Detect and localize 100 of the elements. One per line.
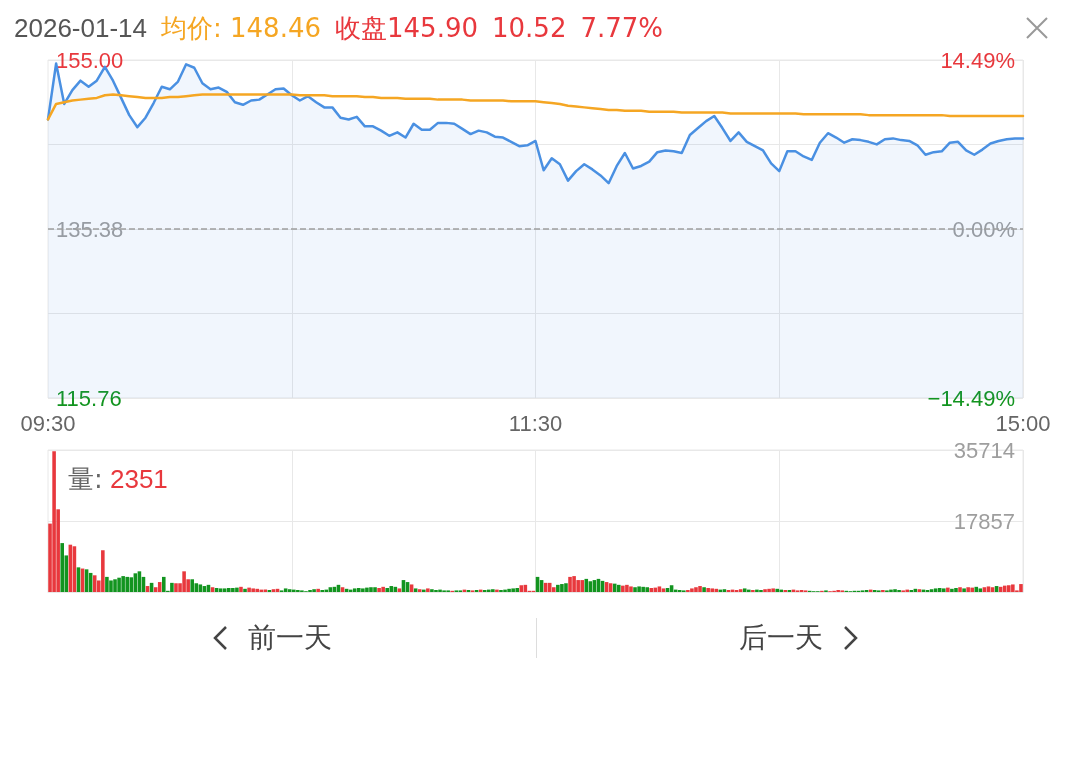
bar <box>117 577 121 592</box>
text: 后一天 <box>739 620 824 656</box>
bar <box>929 589 934 592</box>
bar <box>194 583 199 592</box>
bar <box>255 588 260 592</box>
bar <box>365 587 369 592</box>
bar <box>958 587 962 592</box>
bar <box>633 587 637 592</box>
bar <box>92 575 97 592</box>
bar <box>966 587 970 592</box>
bar <box>612 583 617 592</box>
bar <box>641 586 645 592</box>
bar <box>218 588 223 592</box>
bar <box>385 588 390 592</box>
bar <box>226 588 231 592</box>
bar <box>637 586 641 592</box>
bar <box>157 582 162 592</box>
bar <box>970 587 975 592</box>
bar <box>413 588 418 592</box>
bar <box>763 589 767 592</box>
bar <box>584 578 589 592</box>
y-tick-label: 17857 <box>953 508 1015 534</box>
bar <box>986 586 991 592</box>
bar <box>113 579 117 592</box>
bar <box>105 576 109 592</box>
bar <box>426 588 430 592</box>
bar <box>361 588 365 592</box>
bar <box>962 588 966 592</box>
y-tick-label: 35714 <box>953 437 1015 463</box>
bar <box>52 451 56 592</box>
bar <box>511 588 515 592</box>
bar <box>243 588 247 592</box>
bar <box>657 586 662 592</box>
bar <box>352 588 357 592</box>
bar <box>190 579 195 592</box>
x-tick-label: 15:00 <box>995 410 1051 436</box>
bar <box>251 588 255 592</box>
bar <box>1011 584 1015 592</box>
bar <box>283 588 288 592</box>
bar <box>564 583 568 592</box>
bar <box>161 576 166 592</box>
bar <box>222 588 227 592</box>
bar <box>121 576 125 592</box>
bar <box>312 589 316 592</box>
bar <box>645 587 650 592</box>
bar <box>568 576 572 592</box>
line-series <box>46 93 1025 121</box>
bar <box>170 582 174 592</box>
bar <box>182 571 186 592</box>
bar <box>1019 584 1023 592</box>
chart-title: 2026-01-14 <box>14 12 147 44</box>
bar <box>430 589 434 592</box>
bar <box>710 588 715 592</box>
text: 前一天 <box>247 620 332 656</box>
bar <box>551 587 556 592</box>
x-tick-label: 09:30 <box>20 410 76 436</box>
x-tick-label: 11:30 <box>508 410 563 436</box>
bar <box>397 588 402 592</box>
bar <box>950 588 954 592</box>
bar <box>616 584 621 592</box>
bar <box>547 582 552 592</box>
bar <box>231 588 235 592</box>
bar <box>714 588 719 592</box>
y2-tick-label: 14.49% <box>940 47 1015 73</box>
bar <box>235 587 239 592</box>
bar <box>694 587 698 592</box>
bar <box>917 589 922 592</box>
bar <box>389 586 394 592</box>
bar <box>1006 585 1011 592</box>
bar <box>417 589 422 592</box>
bar <box>109 580 113 592</box>
bar <box>515 588 520 592</box>
bar <box>738 589 743 592</box>
y-tick-label: 115.76 <box>56 385 122 411</box>
bar <box>560 584 564 592</box>
bar <box>625 584 629 592</box>
y2-tick-label: −14.49% <box>927 385 1015 411</box>
bar <box>937 588 942 592</box>
bar <box>129 577 134 592</box>
bar <box>125 576 130 592</box>
bar <box>373 587 377 592</box>
bar <box>519 585 524 592</box>
bar <box>649 588 654 592</box>
bar <box>706 588 710 592</box>
y-tick-label: 155.00 <box>56 47 124 73</box>
bar <box>767 588 771 592</box>
bar <box>572 576 576 592</box>
bar <box>287 589 292 592</box>
bar <box>377 588 381 592</box>
bar <box>946 587 950 592</box>
bar <box>893 589 897 592</box>
bar <box>941 588 946 592</box>
bar <box>742 588 747 592</box>
bar <box>775 588 780 592</box>
bar <box>356 588 361 592</box>
bar <box>690 588 694 592</box>
bar <box>507 588 511 592</box>
bar <box>621 585 625 592</box>
bar <box>580 580 585 592</box>
text: 10.52 <box>491 13 567 43</box>
